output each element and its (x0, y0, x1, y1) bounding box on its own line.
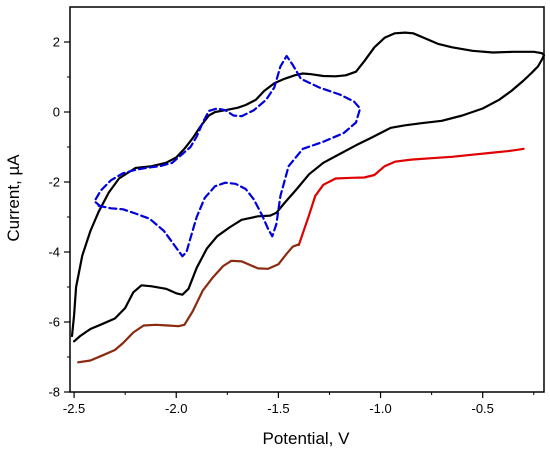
x-tick-label: -2.0 (165, 401, 187, 416)
y-axis-title: Current, µA (4, 154, 23, 242)
axis-ticks: -2.5 -2.0 -1.5 -1.0 -0.5 -8 -6 -4 -2 0 2 (48, 35, 535, 416)
series-line-2 (93, 54, 362, 258)
y-tick-label: -4 (48, 245, 60, 260)
y-tick-label: -2 (48, 175, 60, 190)
x-tick-label: -2.5 (63, 401, 85, 416)
y-tick-label: 0 (53, 105, 60, 120)
series-lines (70, 31, 546, 364)
x-tick-label: -0.5 (472, 401, 494, 416)
y-tick-label: 2 (53, 35, 60, 50)
plot-frame (69, 6, 545, 393)
y-tick-label: -8 (48, 385, 60, 400)
x-tick-label: -1.5 (267, 401, 289, 416)
series-line-3 (297, 147, 525, 247)
x-axis-title: Potential, V (263, 429, 351, 448)
series-line-4 (77, 243, 300, 364)
series-line-1 (70, 31, 546, 343)
x-tick-label: -1.0 (369, 401, 391, 416)
y-tick-label: -6 (48, 315, 60, 330)
